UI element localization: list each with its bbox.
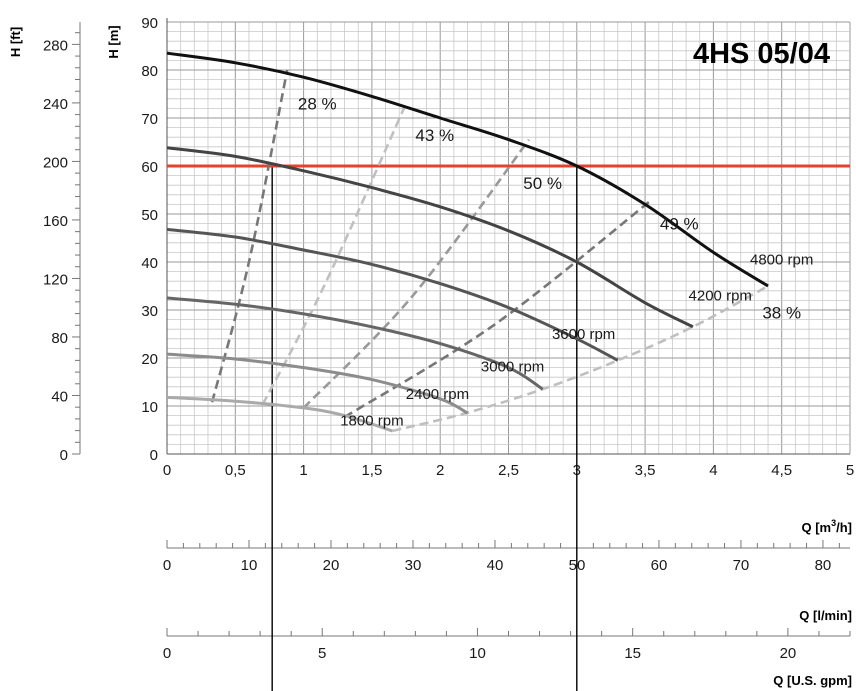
rpm-label: 4800 rpm (750, 252, 813, 269)
efficiency-label: 28 % (298, 95, 337, 114)
y-tick-label-m: 70 (141, 111, 158, 128)
x-axis-lmin-tick-label: 30 (405, 557, 422, 574)
y-tick-label-m: 40 (141, 255, 158, 272)
rpm-label: 1800 rpm (340, 412, 403, 429)
x-axis-label-gpm: Q [U.S. gpm] (773, 673, 852, 688)
x-axis-gpm-tick-label: 20 (780, 645, 797, 662)
y-axis-label-ft: H [ft] (8, 27, 23, 57)
efficiency-label: 50 % (523, 174, 562, 193)
efficiency-label: 43 % (415, 126, 454, 145)
x-tick-label-m3h: 4,5 (771, 462, 792, 479)
y-tick-label-m: 90 (141, 15, 158, 32)
y-tick-label-ft: 200 (43, 154, 68, 171)
x-axis-lmin-tick-label: 80 (815, 557, 832, 574)
y-tick-label-m: 30 (141, 303, 158, 320)
rpm-label: 4200 rpm (689, 288, 752, 305)
rpm-label: 3000 rpm (481, 359, 544, 376)
x-tick-label-m3h: 5 (846, 462, 854, 479)
x-axis-label-m3h: Q [m3/h] (801, 518, 852, 535)
x-tick-label-m3h: 2,5 (498, 462, 519, 479)
x-tick-label-m3h: 2 (436, 462, 444, 479)
x-axis-lmin-tick-label: 60 (651, 557, 668, 574)
x-axis-lmin-tick-label: 70 (733, 557, 750, 574)
y-tick-label-ft: 160 (43, 213, 68, 230)
y-tick-label-ft: 120 (43, 271, 68, 288)
y-tick-label-m: 10 (141, 399, 158, 416)
x-tick-label-m3h: 4 (709, 462, 717, 479)
y-tick-label-ft: 240 (43, 96, 68, 113)
y-tick-label-ft: 0 (60, 447, 68, 464)
x-tick-label-m3h: 1 (299, 462, 307, 479)
y-tick-label-ft: 80 (51, 330, 68, 347)
x-axis-gpm-tick-label: 5 (318, 645, 326, 662)
rpm-label: 3600 rpm (552, 326, 615, 343)
chart-title: 4HS 05/04 (693, 38, 830, 70)
y-tick-label-m: 50 (141, 207, 158, 224)
x-axis-lmin-tick-label: 0 (163, 557, 171, 574)
y-tick-label-ft: 40 (51, 388, 68, 405)
x-axis-gpm-tick-label: 0 (163, 645, 171, 662)
x-tick-label-m3h: 0,5 (225, 462, 246, 479)
y-tick-label-m: 0 (150, 447, 158, 464)
x-axis-label-lmin: Q [l/min] (799, 608, 852, 623)
efficiency-label: 49 % (660, 215, 699, 234)
rpm-label: 2400 rpm (406, 386, 469, 403)
efficiency-label: 38 % (762, 303, 801, 322)
x-axis-lmin-tick-label: 40 (487, 557, 504, 574)
y-axis-label-m: H [m] (106, 25, 121, 58)
y-tick-label-ft: 280 (43, 37, 68, 54)
x-tick-label-m3h: 3,5 (635, 462, 656, 479)
x-axis-gpm-tick-label: 10 (469, 645, 486, 662)
y-tick-label-m: 60 (141, 159, 158, 176)
x-axis-lmin-tick-label: 20 (323, 557, 340, 574)
x-axis-lmin-tick-label: 10 (241, 557, 258, 574)
efficiency-line (263, 104, 406, 405)
x-axis-gpm-tick-label: 15 (624, 645, 641, 662)
y-tick-label-m: 20 (141, 351, 158, 368)
y-tick-label-m: 80 (141, 63, 158, 80)
x-tick-label-m3h: 1,5 (361, 462, 382, 479)
x-tick-label-m3h: 0 (163, 462, 171, 479)
